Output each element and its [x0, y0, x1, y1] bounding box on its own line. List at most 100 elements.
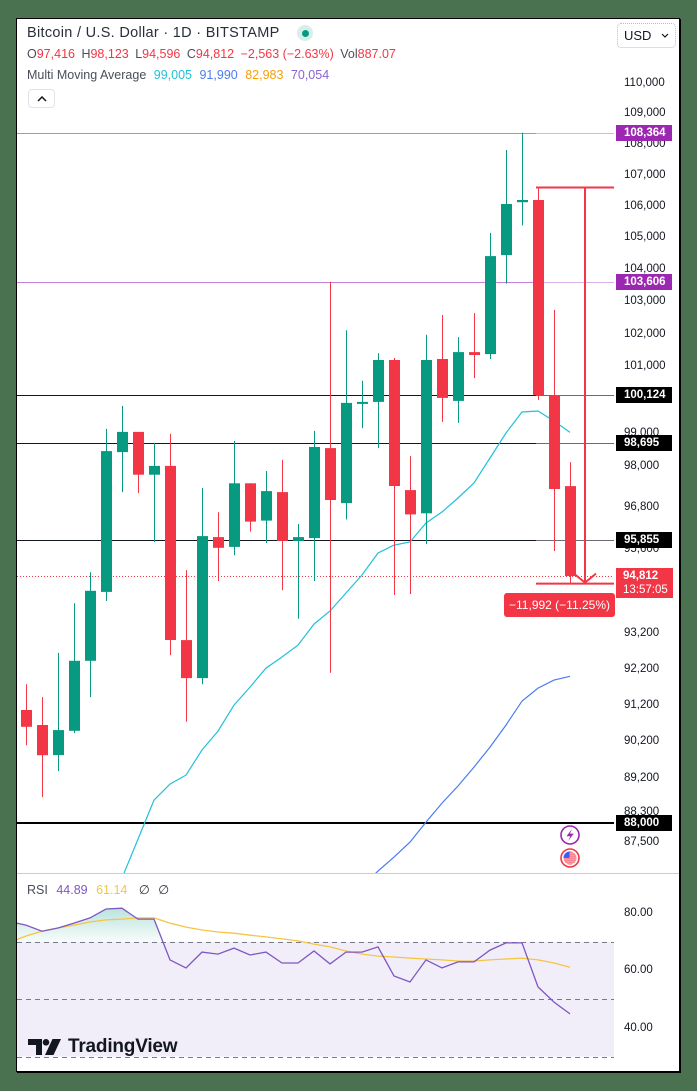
- price-level-label[interactable]: 108,364: [616, 125, 672, 141]
- currency-select[interactable]: USD: [617, 23, 676, 48]
- rsi-value: 44.89: [56, 883, 88, 897]
- market-open-dot-icon[interactable]: [297, 25, 313, 41]
- tradingview-logo[interactable]: TradingView: [28, 1036, 178, 1058]
- price-level-label[interactable]: 88,000: [616, 815, 672, 831]
- candle-up[interactable]: [357, 380, 368, 429]
- legend-title-row: Bitcoin / U.S. Dollar · 1D · BITSTAMP: [27, 24, 280, 42]
- candle-up[interactable]: [261, 471, 272, 543]
- candle-down[interactable]: [245, 483, 256, 532]
- candle-up[interactable]: [373, 353, 384, 449]
- rsi-overbought-fill: [17, 908, 570, 942]
- candle-up[interactable]: [485, 232, 496, 359]
- current-price-label[interactable]: 94,812 13:57:05: [616, 568, 673, 598]
- volume-value: 887.07: [357, 47, 396, 61]
- price-axis-tick: 103,000: [624, 295, 666, 308]
- candle-up[interactable]: [53, 652, 64, 772]
- indicator-name[interactable]: Multi Moving Average: [27, 68, 147, 82]
- rsi-legend-row[interactable]: RSI 44.89 61.14 ∅ ∅: [27, 881, 169, 899]
- candle-down[interactable]: [533, 187, 544, 400]
- price-axis-tick: 102,000: [624, 327, 666, 340]
- candle-up[interactable]: [517, 132, 528, 226]
- price-level-label[interactable]: 98,695: [616, 435, 672, 451]
- candle-down[interactable]: [405, 456, 416, 594]
- candle-down[interactable]: [469, 313, 480, 379]
- us-flag-icon[interactable]: [560, 848, 580, 868]
- ma-blue-line: [375, 675, 571, 873]
- candle-up[interactable]: [421, 334, 432, 545]
- price-change: −2,563 (−2.63%): [240, 47, 334, 61]
- indicator-legend-row[interactable]: Multi Moving Average 99,005 91,990 82,98…: [27, 66, 329, 84]
- candle-down[interactable]: [389, 358, 400, 595]
- ohlc-low: L94,596: [135, 47, 180, 61]
- candle-down[interactable]: [37, 697, 48, 798]
- price-axis-tick: 104,000: [624, 263, 666, 276]
- candle-up[interactable]: [69, 603, 80, 733]
- tradingview-logo-icon: [28, 1039, 61, 1055]
- price-level-label[interactable]: 103,606: [616, 274, 672, 290]
- ma-value-2: 91,990: [199, 68, 238, 82]
- low-value: 94,596: [142, 47, 181, 61]
- current-price-value: 94,812: [623, 570, 659, 582]
- rsi-empty-value-1: ∅: [138, 883, 150, 897]
- price-axis-tick: 98,000: [624, 460, 660, 473]
- price-axis-tick: 92,200: [624, 662, 660, 675]
- rsi-ma-value: 61.14: [96, 883, 128, 897]
- ma-cyan-line: [123, 410, 571, 873]
- candle-down[interactable]: [277, 459, 288, 591]
- ohlc-close: C94,812: [187, 47, 234, 61]
- price-axis-tick: 89,200: [624, 772, 660, 785]
- candle-up[interactable]: [149, 442, 160, 542]
- lightning-icon[interactable]: [560, 825, 580, 845]
- ohlc-open: O97,416: [27, 47, 75, 61]
- candle-down[interactable]: [181, 570, 192, 722]
- candle-up[interactable]: [293, 524, 304, 619]
- price-axis-tick: 91,200: [624, 698, 660, 711]
- price-range-label[interactable]: −11,992 (−11.25%): [504, 593, 615, 617]
- collapse-legend-button[interactable]: [28, 89, 55, 108]
- rsi-pane[interactable]: [10, 907, 614, 1058]
- ma-value-4: 70,054: [290, 68, 330, 82]
- rsi-axis-tick: 80.00: [624, 907, 653, 920]
- candle-up[interactable]: [197, 488, 208, 685]
- candle-up[interactable]: [101, 428, 112, 601]
- high-label: H: [81, 47, 91, 61]
- price-pane[interactable]: [17, 132, 614, 923]
- high-value: 98,123: [90, 47, 129, 61]
- candle-down[interactable]: [565, 462, 576, 584]
- price-range-measure[interactable]: [536, 186, 614, 585]
- candle-down[interactable]: [325, 281, 336, 673]
- price-axis-tick: 107,000: [624, 168, 666, 181]
- candle-up[interactable]: [341, 330, 352, 520]
- candle-up[interactable]: [117, 405, 128, 493]
- price-axis-tick: 109,000: [624, 107, 666, 120]
- candle-down[interactable]: [133, 431, 144, 494]
- symbol-title[interactable]: Bitcoin / U.S. Dollar · 1D · BITSTAMP: [27, 25, 280, 41]
- currency-value: USD: [624, 28, 652, 43]
- candle-down[interactable]: [213, 512, 224, 581]
- rsi-line: [17, 907, 571, 1015]
- close-value: 94,812: [195, 47, 235, 61]
- price-axis-tick: 87,500: [624, 836, 660, 849]
- rsi-ma-line: [17, 917, 571, 968]
- ma-value-1: 99,005: [153, 68, 192, 82]
- open-value: 97,416: [36, 47, 75, 61]
- candle-down[interactable]: [437, 315, 448, 422]
- price-axis-tick: 110,000: [624, 76, 665, 89]
- price-axis-tick: 105,000: [624, 231, 666, 244]
- ohlc-high: H98,123: [81, 47, 128, 61]
- volume-label: Vol: [340, 47, 358, 61]
- price-axis-tick: 90,200: [624, 735, 660, 748]
- price-level-label[interactable]: 95,855: [616, 532, 672, 548]
- candle-down[interactable]: [21, 684, 32, 746]
- candle-up[interactable]: [229, 441, 240, 556]
- bar-countdown: 13:57:05: [623, 584, 668, 596]
- candle-up[interactable]: [85, 572, 96, 698]
- rsi-title[interactable]: RSI: [27, 883, 48, 897]
- candle-up[interactable]: [501, 150, 512, 284]
- candle-down[interactable]: [549, 309, 560, 551]
- candle-up[interactable]: [453, 337, 464, 423]
- price-level-label[interactable]: 100,124: [616, 387, 672, 403]
- candle-up[interactable]: [309, 430, 320, 581]
- candle-down[interactable]: [165, 433, 176, 656]
